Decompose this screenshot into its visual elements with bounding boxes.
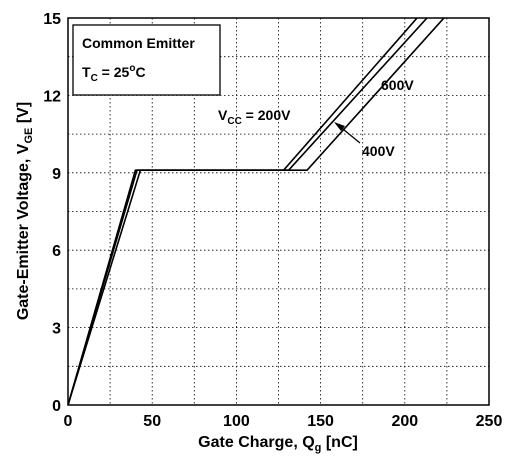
x-tick-label: 100 bbox=[223, 413, 250, 430]
x-tick-label: 200 bbox=[391, 413, 418, 430]
vcc-rest: = 200V bbox=[242, 107, 291, 123]
vcc-sub: CC bbox=[227, 116, 241, 127]
annotation-600v: 600V bbox=[381, 77, 414, 93]
y-tick-label: 12 bbox=[43, 88, 61, 105]
x-tick-label: 0 bbox=[64, 413, 73, 430]
y-axis-label: Gate-Emitter Voltage, VGE [V] bbox=[15, 102, 35, 320]
x-axis-label-main: Gate Charge, Q bbox=[198, 434, 314, 451]
legend-t-main: T bbox=[82, 64, 91, 80]
y-axis-label-sub: GE bbox=[23, 128, 35, 144]
y-tick-label: 15 bbox=[43, 11, 61, 28]
curves bbox=[68, 18, 446, 405]
legend-box: Common Emitter TC = 25oC bbox=[72, 24, 221, 96]
legend-box-frame bbox=[72, 24, 221, 96]
legend-t-eq: = 25 bbox=[98, 64, 130, 80]
legend-t-unit: C bbox=[135, 64, 145, 80]
x-axis-label-unit: [nC] bbox=[321, 434, 357, 451]
x-tick-label: 50 bbox=[143, 413, 161, 430]
y-axis-label-unit: [V] bbox=[15, 102, 32, 128]
annotation-vcc-200v: VCC = 200V bbox=[218, 107, 291, 127]
vcc-main: V bbox=[218, 107, 228, 123]
annotation-400v-arrowhead bbox=[334, 122, 345, 131]
y-tick-label: 9 bbox=[52, 166, 61, 183]
x-tick-label: 250 bbox=[476, 413, 503, 430]
series-line bbox=[68, 18, 446, 405]
annotation-400v: 400V bbox=[362, 143, 395, 159]
tick-labels: 0 50 100 150 200 250 0 3 6 9 12 15 bbox=[43, 11, 502, 430]
x-axis-label-sub: g bbox=[315, 442, 322, 454]
y-tick-label: 3 bbox=[52, 321, 61, 338]
y-tick-label: 6 bbox=[52, 243, 61, 260]
plot-frame bbox=[67, 17, 490, 406]
legend-t-sub: C bbox=[91, 73, 98, 84]
legend-line-2: TC = 25oC bbox=[82, 63, 146, 84]
y-tick-label: 0 bbox=[52, 398, 61, 415]
x-tick-label: 150 bbox=[307, 413, 334, 430]
legend-line-1: Common Emitter bbox=[82, 35, 195, 51]
y-axis-label-main: Gate-Emitter Voltage, V bbox=[15, 143, 32, 320]
x-axis-label: Gate Charge, Qg [nC] bbox=[198, 434, 358, 454]
legend-t-sup: o bbox=[129, 63, 135, 74]
